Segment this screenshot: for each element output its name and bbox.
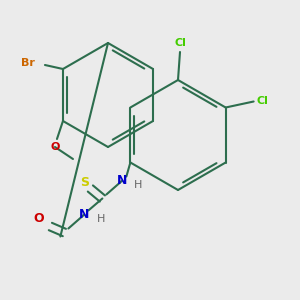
Text: S: S xyxy=(80,176,89,189)
Text: N: N xyxy=(117,174,128,187)
Text: H: H xyxy=(134,179,143,190)
Text: O: O xyxy=(33,212,44,225)
Text: Cl: Cl xyxy=(174,38,186,48)
Text: N: N xyxy=(79,208,90,221)
Text: Cl: Cl xyxy=(256,97,268,106)
Text: O: O xyxy=(50,142,60,152)
Text: Br: Br xyxy=(21,58,35,68)
Text: H: H xyxy=(98,214,106,224)
